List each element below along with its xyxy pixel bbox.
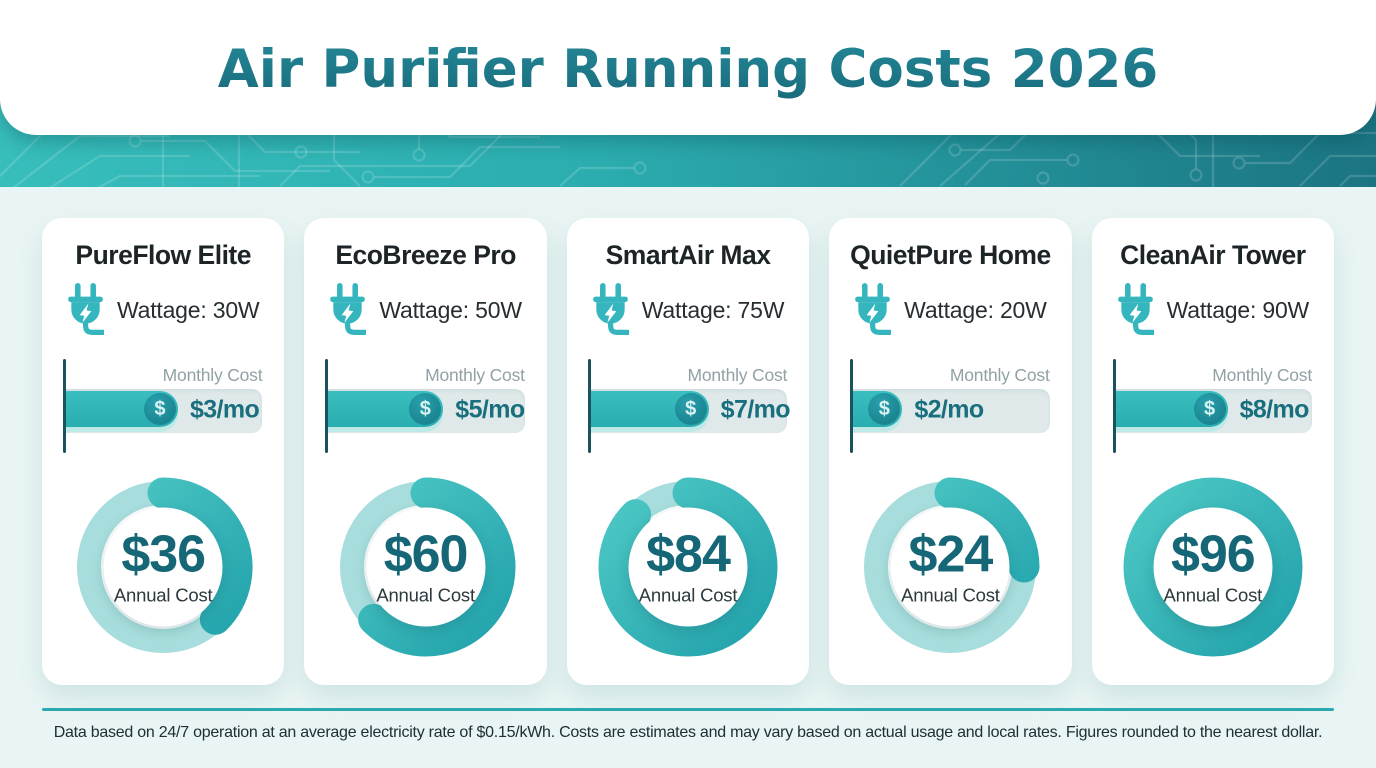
bar-axis-line xyxy=(1112,359,1116,453)
wattage-label: Wattage: 30W xyxy=(116,296,260,323)
product-name: PureFlow Elite xyxy=(75,240,251,270)
annual-cost-label: Annual Cost xyxy=(376,584,475,605)
bar-axis-line xyxy=(850,359,854,453)
monthly-cost-bar: Monthly Cost $ $8/mo xyxy=(1112,359,1313,453)
annual-cost-donut: $60 Annual Cost xyxy=(331,472,521,662)
donut-ring xyxy=(598,477,778,657)
product-card: CleanAir Tower Wattage: 90W Monthly xyxy=(1091,218,1335,685)
monthly-cost-label: Monthly Cost xyxy=(949,365,1050,385)
bar-track: $ $8/mo xyxy=(1115,389,1313,433)
annual-cost-donut: $84 Annual Cost xyxy=(593,472,783,662)
annual-cost-label: Annual Cost xyxy=(638,584,738,605)
donut-center: $36 Annual Cost xyxy=(103,507,223,627)
wattage-label: Wattage: 90W xyxy=(1166,296,1310,323)
product-name: QuietPure Home xyxy=(850,240,1051,270)
wattage-label: Wattage: 50W xyxy=(379,296,522,323)
bar-axis-line xyxy=(587,359,591,453)
monthly-cost-value: $5/mo xyxy=(455,395,525,424)
dollar-coin-icon: $ xyxy=(409,393,442,425)
power-plug-icon xyxy=(855,283,892,335)
monthly-cost-bar: Monthly Cost $ $7/mo xyxy=(587,359,791,453)
monthly-cost-value: $8/mo xyxy=(1239,395,1310,424)
bar-track: $ $2/mo xyxy=(853,389,1050,433)
monthly-cost-bar: Monthly Cost $ $3/mo xyxy=(63,359,263,453)
bar-track: $ $7/mo xyxy=(590,389,791,433)
power-plug-icon xyxy=(68,283,104,335)
donut-ring xyxy=(864,477,1040,653)
annual-cost-value: $96 xyxy=(1170,525,1256,583)
donut-center: $84 Annual Cost xyxy=(628,507,748,627)
wattage-row: Wattage: 90W xyxy=(1092,281,1334,339)
bar-axis-line xyxy=(63,359,66,453)
page-title: Air Purifier Running Costs 2026 xyxy=(218,39,1158,135)
monthly-cost-bar: Monthly Cost $ $2/mo xyxy=(850,359,1050,453)
annual-cost-label: Annual Cost xyxy=(1163,584,1263,605)
monthly-cost-label: Monthly Cost xyxy=(425,365,525,385)
annual-cost-label: Annual Cost xyxy=(113,584,213,605)
product-card: QuietPure Home Wattage: 20W Monthly xyxy=(829,218,1072,685)
annual-cost-value: $84 xyxy=(646,525,731,583)
annual-cost-value: $24 xyxy=(908,525,994,583)
product-cards-row: PureFlow Elite Wattage: 30W Monthly xyxy=(42,218,1335,685)
dollar-coin-icon: $ xyxy=(868,393,901,425)
monthly-cost-value: $7/mo xyxy=(720,395,791,424)
bar-axis-line xyxy=(325,359,329,453)
wattage-row: Wattage: 50W xyxy=(304,281,546,339)
header-white-panel: Air Purifier Running Costs 2026 xyxy=(0,0,1376,135)
annual-cost-donut: $96 Annual Cost xyxy=(1118,472,1308,662)
power-plug-icon xyxy=(592,283,629,335)
donut-center: $60 Annual Cost xyxy=(366,507,486,627)
bar-track: $ $3/mo xyxy=(66,389,263,433)
annual-cost-label: Annual Cost xyxy=(901,584,1000,605)
footer-divider xyxy=(42,708,1334,711)
product-name: CleanAir Tower xyxy=(1120,240,1306,270)
annual-cost-donut: $36 Annual Cost xyxy=(68,472,258,662)
monthly-cost-value: $3/mo xyxy=(189,395,260,424)
product-card: EcoBreeze Pro Wattage: 50W Monthly C xyxy=(304,218,547,685)
footer-note: Data based on 24/7 operation at an avera… xyxy=(53,724,1323,741)
annual-cost-donut: $24 Annual Cost xyxy=(855,472,1045,662)
dollar-coin-icon: $ xyxy=(674,393,707,425)
wattage-row: Wattage: 30W xyxy=(42,281,284,339)
monthly-cost-label: Monthly Cost xyxy=(1212,365,1313,385)
bar-track: $ $5/mo xyxy=(328,389,525,433)
dollar-coin-icon: $ xyxy=(1193,393,1226,425)
donut-center: $96 Annual Cost xyxy=(1153,507,1273,627)
annual-cost-value: $36 xyxy=(121,525,206,583)
product-name: EcoBreeze Pro xyxy=(335,240,516,270)
annual-cost-value: $60 xyxy=(383,525,469,583)
wattage-label: Wattage: 75W xyxy=(641,296,785,323)
monthly-cost-value: $2/mo xyxy=(914,395,984,424)
power-plug-icon xyxy=(1117,283,1154,335)
power-plug-icon xyxy=(330,283,367,335)
wattage-row: Wattage: 75W xyxy=(567,281,809,339)
donut-ring xyxy=(77,477,253,653)
monthly-cost-bar: Monthly Cost $ $5/mo xyxy=(325,359,525,453)
product-card: SmartAir Max Wattage: 75W Monthly Co xyxy=(566,218,810,685)
donut-ring xyxy=(339,477,516,657)
product-name: SmartAir Max xyxy=(605,240,771,270)
donut-ring xyxy=(1123,477,1303,657)
wattage-label: Wattage: 20W xyxy=(904,296,1047,323)
wattage-row: Wattage: 20W xyxy=(829,281,1071,339)
monthly-cost-label: Monthly Cost xyxy=(687,365,788,385)
dollar-coin-icon: $ xyxy=(143,393,176,425)
donut-center: $24 Annual Cost xyxy=(890,507,1010,627)
product-card: PureFlow Elite Wattage: 30W Monthly xyxy=(42,218,285,685)
monthly-cost-label: Monthly Cost xyxy=(162,365,263,385)
